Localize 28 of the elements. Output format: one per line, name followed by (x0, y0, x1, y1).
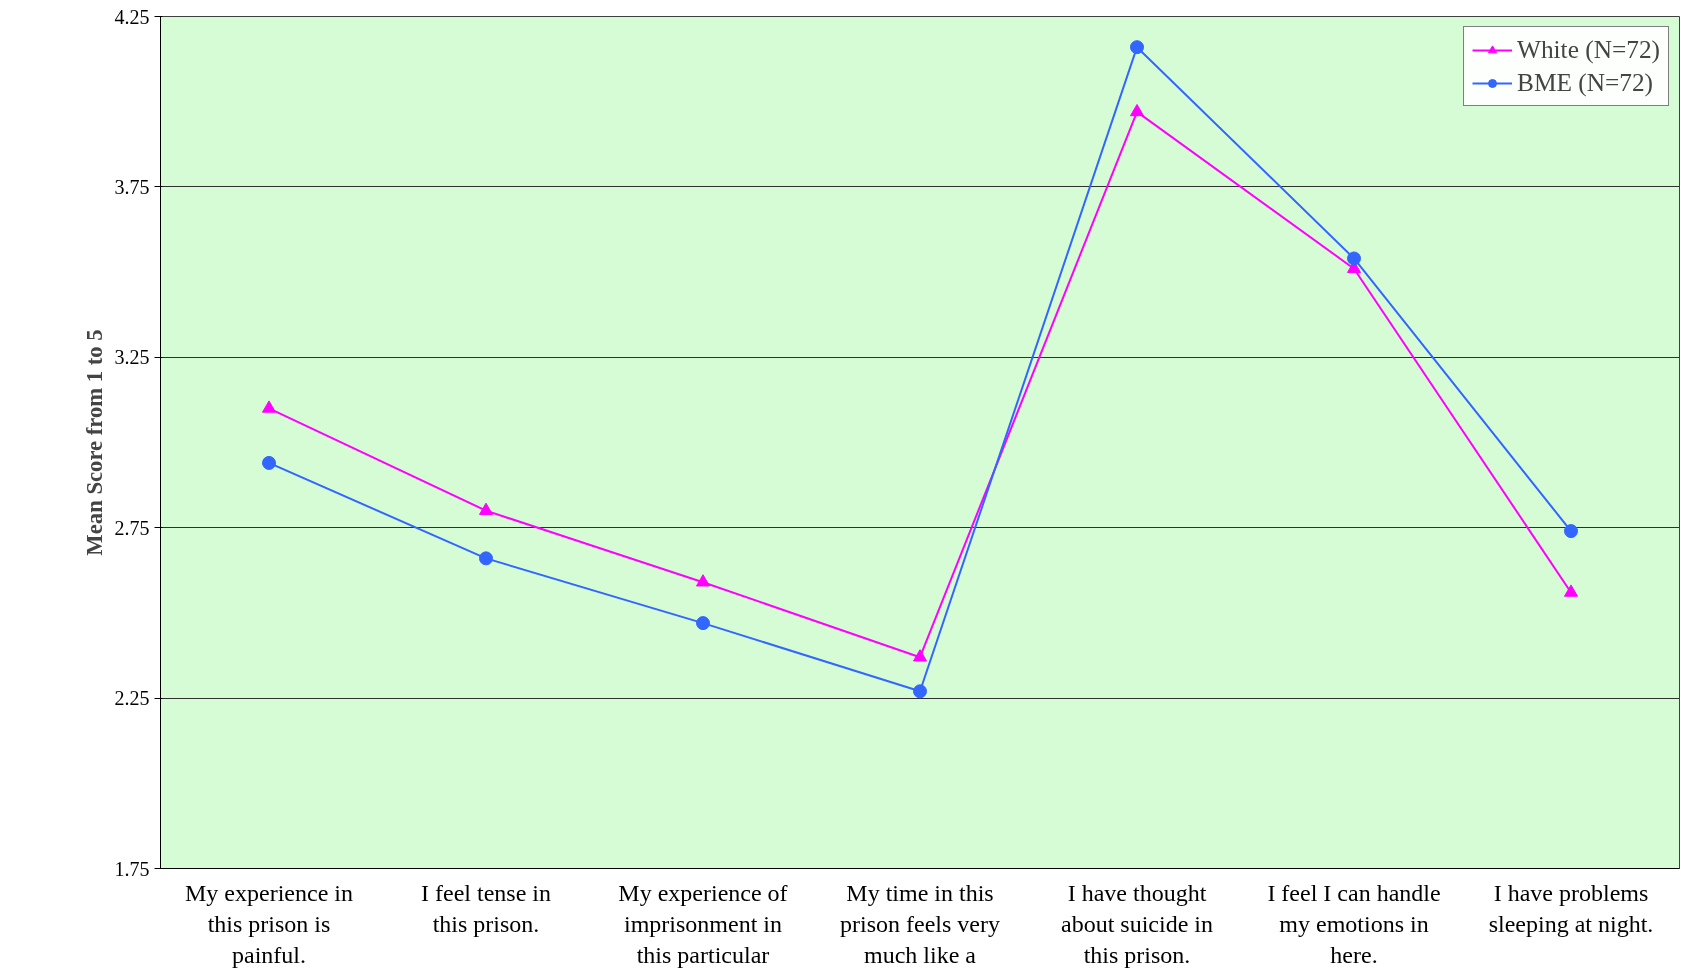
point (262, 455, 276, 470)
y-tick-label: 2.75 (114, 516, 150, 539)
x-tick-label: I have thought about suicide in this prison. (1061, 879, 1213, 968)
point (1347, 251, 1361, 266)
y-tick-label: 2.25 (114, 687, 150, 710)
x-tick-label: My experience in this prison is painful. (185, 879, 353, 968)
y-tick-label: 3.75 (114, 175, 150, 198)
point (1564, 584, 1578, 597)
point (262, 400, 276, 413)
point (479, 551, 493, 566)
y-tick-label: 4.25 (114, 5, 150, 28)
x-tick-label: My time in this prison feels very much like a (840, 879, 1000, 968)
point (1130, 103, 1144, 117)
point (696, 574, 710, 587)
x-tick-label: I have problems sleeping at night. (1488, 879, 1654, 937)
x-tick-label: I feel I can handle my emotions in here. (1267, 879, 1441, 968)
y-tick-label: 1.75 (114, 857, 150, 880)
y-tick-label: 3.25 (114, 346, 150, 369)
x-tick-label: My experience of imprisonment in this particular (618, 879, 788, 968)
point (696, 616, 710, 631)
x-tick-label: I feel tense in this prison. (421, 879, 551, 937)
legend-label: BME (N=72) (1517, 68, 1653, 97)
y-axis-title: Mean Score from 1 to 5 (81, 329, 107, 556)
point (479, 502, 493, 515)
point (913, 649, 927, 662)
legend-label: White (N=72) (1517, 35, 1660, 64)
point (1564, 524, 1578, 539)
point (913, 684, 927, 699)
